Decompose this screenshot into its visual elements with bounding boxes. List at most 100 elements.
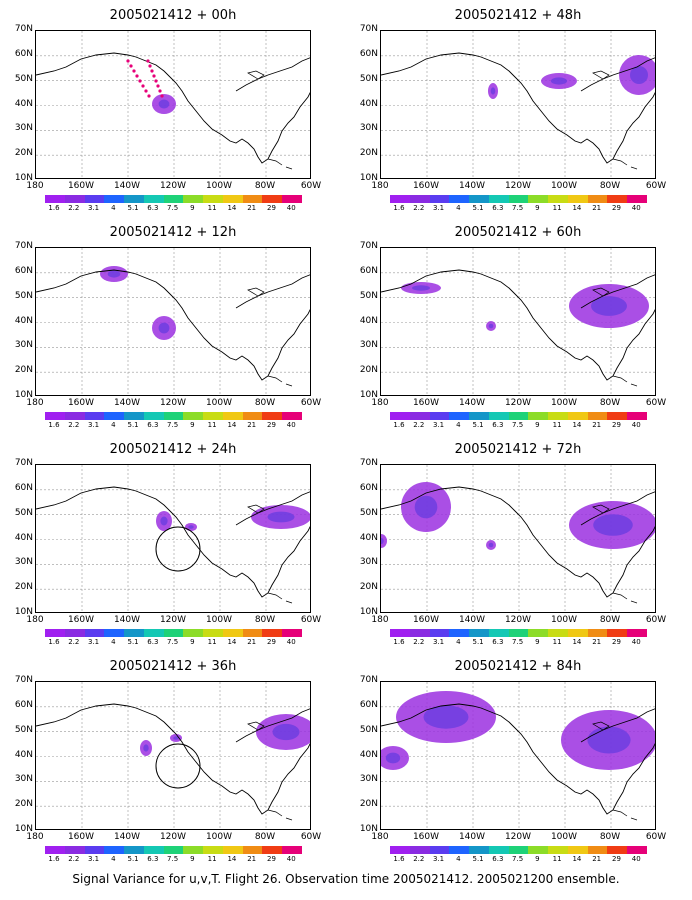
colorbar-label: 4 bbox=[456, 204, 461, 212]
latitude-label: 50N bbox=[14, 724, 33, 735]
longitude-label: 180 bbox=[26, 181, 44, 191]
colorbar-swatch bbox=[163, 412, 184, 420]
colorbar-label: 21 bbox=[247, 204, 257, 212]
colorbar-label: 5.1 bbox=[472, 638, 484, 646]
colorbar-swatch bbox=[45, 195, 65, 203]
latitude-label: 30N bbox=[359, 340, 378, 351]
colorbar-swatch bbox=[104, 412, 125, 420]
latitude-label: 70N bbox=[359, 241, 378, 251]
colorbar-label: 7.5 bbox=[167, 855, 179, 863]
colorbar-swatch bbox=[508, 846, 529, 854]
latitude-label: 30N bbox=[14, 340, 33, 351]
colorbar-label: 9 bbox=[190, 204, 195, 212]
map-panel bbox=[380, 30, 656, 179]
longitude-label: 160W bbox=[412, 615, 440, 625]
colorbar-swatch bbox=[390, 846, 410, 854]
longitude-label: 160W bbox=[67, 615, 95, 625]
colorbar-label: 40 bbox=[286, 638, 296, 646]
colorbar bbox=[45, 629, 302, 637]
longitude-label: 60W bbox=[300, 398, 322, 408]
map-panel bbox=[380, 681, 656, 830]
colorbar-swatch bbox=[282, 412, 302, 420]
longitude-label: 60W bbox=[645, 398, 667, 408]
colorbar-label: 4 bbox=[111, 421, 116, 429]
colorbar-swatch bbox=[488, 412, 509, 420]
latitude-label: 20N bbox=[14, 799, 33, 810]
latitude-label: 40N bbox=[14, 98, 33, 109]
latitude-label: 10N bbox=[359, 173, 378, 183]
panel-title: 2005021412 + 00h bbox=[109, 8, 237, 23]
colorbar-swatch bbox=[567, 195, 588, 203]
latitude-label: 60N bbox=[14, 699, 33, 710]
latitude-label: 70N bbox=[14, 241, 33, 251]
colorbar-swatch bbox=[508, 629, 529, 637]
latitude-label: 10N bbox=[14, 824, 33, 834]
colorbar-label: 21 bbox=[247, 638, 257, 646]
colorbar-label: 29 bbox=[266, 855, 276, 863]
latitude-label: 40N bbox=[359, 98, 378, 109]
longitude-label: 60W bbox=[300, 181, 322, 191]
latitude-label: 20N bbox=[14, 582, 33, 593]
longitude-label: 100W bbox=[550, 832, 578, 842]
colorbar-label: 11 bbox=[207, 421, 217, 429]
map-icon bbox=[36, 682, 310, 829]
colorbar-swatch bbox=[627, 195, 647, 203]
longitude-label: 140W bbox=[458, 398, 486, 408]
map-icon bbox=[381, 31, 655, 178]
longitude-label: 120W bbox=[504, 181, 532, 191]
colorbar-swatch bbox=[488, 629, 509, 637]
colorbar-swatch bbox=[84, 412, 105, 420]
colorbar-swatch bbox=[124, 629, 144, 637]
colorbar-swatch bbox=[203, 195, 223, 203]
colorbar-swatch bbox=[528, 195, 549, 203]
colorbar-swatch bbox=[528, 629, 549, 637]
colorbar-label: 9 bbox=[535, 421, 540, 429]
colorbar-label: 29 bbox=[266, 204, 276, 212]
colorbar-label: 6.3 bbox=[147, 204, 159, 212]
latitude-label: 20N bbox=[359, 148, 378, 159]
colorbar-swatch bbox=[163, 846, 184, 854]
colorbar-swatch bbox=[242, 629, 263, 637]
colorbar-label: 2.2 bbox=[68, 638, 80, 646]
colorbar-label: 6.3 bbox=[492, 204, 504, 212]
colorbar-swatch bbox=[548, 412, 568, 420]
colorbar-swatch bbox=[45, 412, 65, 420]
map-panel bbox=[35, 247, 311, 396]
colorbar-swatch bbox=[203, 629, 223, 637]
colorbar-swatch bbox=[548, 195, 568, 203]
colorbar-label: 3.1 bbox=[432, 638, 445, 646]
colorbar-swatch bbox=[508, 412, 529, 420]
longitude-label: 140W bbox=[458, 615, 486, 625]
colorbar-swatch bbox=[203, 412, 223, 420]
colorbar-label: 4 bbox=[456, 855, 461, 863]
longitude-label: 140W bbox=[113, 181, 141, 191]
latitude-label: 50N bbox=[14, 73, 33, 84]
colorbar-swatch bbox=[124, 195, 144, 203]
longitude-label: 80W bbox=[254, 398, 276, 408]
latitude-label: 30N bbox=[359, 123, 378, 134]
colorbar-label: 3.1 bbox=[432, 421, 445, 429]
colorbar-label: 9 bbox=[190, 638, 195, 646]
colorbar-label: 2.2 bbox=[68, 204, 80, 212]
colorbar-label: 6.3 bbox=[147, 855, 159, 863]
colorbar-swatch bbox=[84, 195, 105, 203]
colorbar-label: 2.2 bbox=[413, 204, 425, 212]
colorbar-label: 2.2 bbox=[413, 421, 425, 429]
latitude-label: 60N bbox=[359, 699, 378, 710]
colorbar-label: 7.5 bbox=[167, 638, 179, 646]
colorbar-label: 6.3 bbox=[492, 638, 504, 646]
colorbar-label: 5.1 bbox=[472, 855, 484, 863]
colorbar-swatch bbox=[104, 195, 125, 203]
colorbar-swatch bbox=[163, 195, 184, 203]
colorbar-label: 40 bbox=[286, 855, 296, 863]
latitude-label: 10N bbox=[14, 390, 33, 400]
colorbar-swatch bbox=[469, 846, 489, 854]
colorbar-label: 4 bbox=[111, 204, 116, 212]
longitude-label: 160W bbox=[67, 832, 95, 842]
longitude-label: 100W bbox=[550, 615, 578, 625]
colorbar-label: 7.5 bbox=[512, 638, 524, 646]
map-icon bbox=[381, 465, 655, 612]
colorbar-swatch bbox=[469, 412, 489, 420]
colorbar-swatch bbox=[449, 412, 470, 420]
longitude-label: 60W bbox=[300, 615, 322, 625]
